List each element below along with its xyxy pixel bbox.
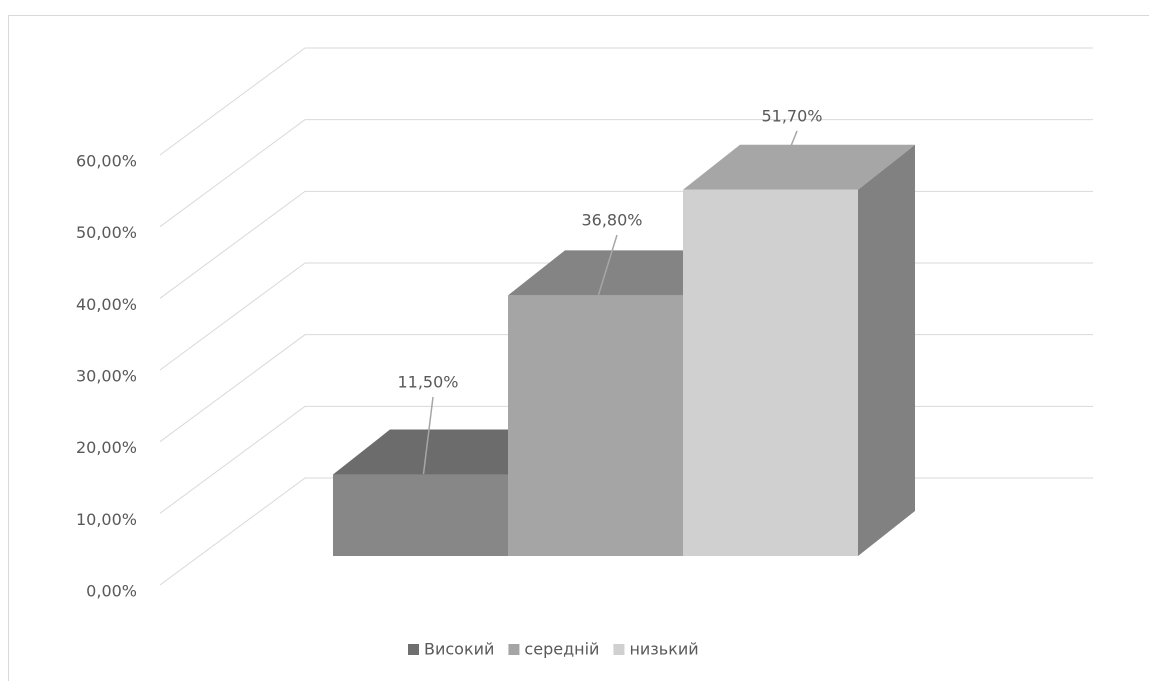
- data-label: 11,50%: [397, 373, 458, 392]
- leader-line: [772, 130, 798, 190]
- legend-label: низький: [629, 640, 698, 659]
- y-tick-label: 40,00%: [76, 295, 137, 314]
- legend-swatch: [508, 644, 520, 655]
- data-label: 51,70%: [761, 107, 822, 126]
- legend-label: середній: [524, 640, 599, 659]
- leader-line: [422, 396, 434, 475]
- bar-side: [858, 144, 915, 556]
- y-tick-label: 20,00%: [76, 438, 137, 457]
- grid-line: [159, 119, 1093, 228]
- legend-swatch: [408, 644, 419, 655]
- y-tick-label: 50,00%: [76, 223, 137, 242]
- bar-top-shade: [683, 144, 915, 190]
- bar: [683, 189, 858, 556]
- legend-swatch: [613, 644, 625, 655]
- leader-line: [597, 234, 618, 296]
- bar-top-shade: [333, 429, 565, 475]
- data-label: 36,80%: [581, 211, 642, 230]
- bar-top: [333, 429, 565, 475]
- bar: [333, 474, 508, 556]
- legend-label: Високий: [424, 640, 494, 659]
- bar: [508, 295, 683, 556]
- bar-top-shade: [508, 250, 740, 296]
- bar-top: [683, 144, 915, 190]
- bar-top: [508, 250, 740, 296]
- y-tick-label: 0,00%: [86, 582, 137, 601]
- grid-line: [159, 47, 1093, 156]
- bar-side-shade: [858, 144, 915, 556]
- y-tick-label: 60,00%: [76, 152, 137, 171]
- y-tick-label: 10,00%: [76, 510, 137, 529]
- y-tick-label: 30,00%: [76, 367, 137, 386]
